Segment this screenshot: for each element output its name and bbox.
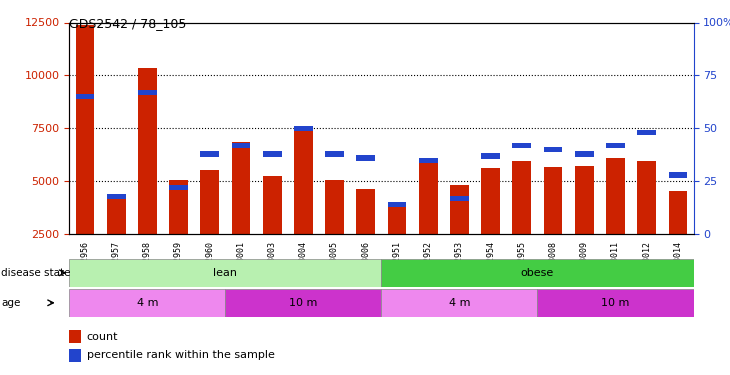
Bar <box>169 185 188 190</box>
Text: 10 m: 10 m <box>602 298 630 308</box>
Bar <box>606 143 625 148</box>
Bar <box>669 191 687 234</box>
Bar <box>231 142 250 234</box>
Bar <box>381 259 694 287</box>
Bar <box>263 176 282 234</box>
Bar <box>69 330 80 343</box>
Bar <box>381 289 537 317</box>
Text: 4 m: 4 m <box>449 298 470 308</box>
Bar <box>226 289 381 317</box>
Bar <box>669 172 687 178</box>
Bar <box>76 25 94 234</box>
Bar <box>201 151 219 156</box>
Bar <box>107 194 126 199</box>
Text: 10 m: 10 m <box>289 298 318 308</box>
Bar <box>69 289 226 317</box>
Bar <box>107 200 126 234</box>
Bar <box>294 128 312 234</box>
Bar <box>450 184 469 234</box>
Bar <box>201 170 219 234</box>
Bar <box>294 126 312 131</box>
Bar <box>512 161 531 234</box>
Bar <box>263 151 282 156</box>
Bar <box>388 202 407 207</box>
Bar <box>76 94 94 99</box>
Text: 4 m: 4 m <box>137 298 158 308</box>
Bar <box>231 143 250 148</box>
Text: disease state: disease state <box>1 268 71 278</box>
Bar <box>326 180 344 234</box>
Bar <box>326 151 344 156</box>
Bar <box>606 158 625 234</box>
Bar <box>512 143 531 148</box>
Bar <box>637 161 656 234</box>
Bar <box>419 160 437 234</box>
Bar <box>169 180 188 234</box>
Text: lean: lean <box>213 268 237 278</box>
Bar <box>69 349 80 362</box>
Text: GDS2542 / 78_105: GDS2542 / 78_105 <box>69 17 187 30</box>
Text: count: count <box>87 332 118 342</box>
Bar <box>138 68 157 234</box>
Bar <box>481 153 500 159</box>
Text: age: age <box>1 298 21 308</box>
Text: percentile rank within the sample: percentile rank within the sample <box>87 351 274 360</box>
Bar <box>419 158 437 163</box>
Bar <box>575 165 593 234</box>
Bar <box>537 289 694 317</box>
Bar <box>69 259 381 287</box>
Text: obese: obese <box>520 268 554 278</box>
Bar <box>481 168 500 234</box>
Bar <box>356 189 375 234</box>
Bar <box>388 206 407 234</box>
Bar <box>575 151 593 156</box>
Bar <box>544 166 562 234</box>
Bar <box>138 90 157 95</box>
Bar <box>356 156 375 161</box>
Bar <box>450 196 469 201</box>
Bar <box>544 147 562 152</box>
Bar <box>637 130 656 135</box>
